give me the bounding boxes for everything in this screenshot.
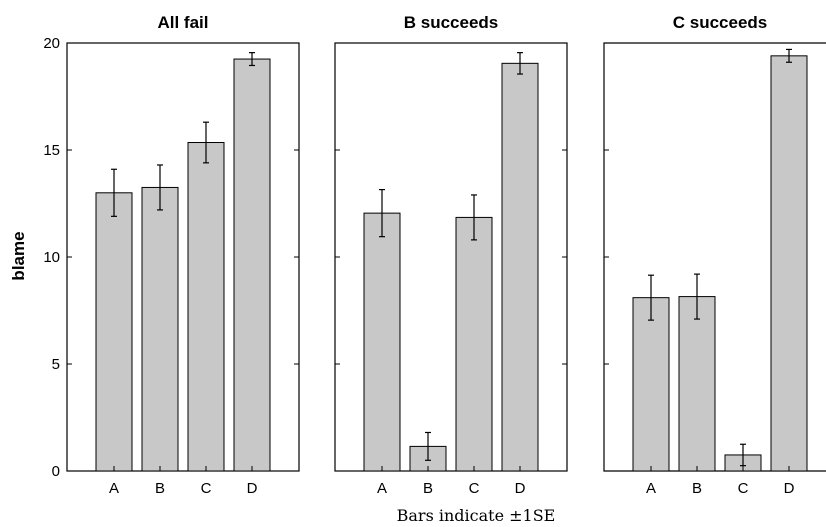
bar-C [455, 216, 493, 472]
bar-C [187, 142, 225, 472]
x-tick-label: D [784, 480, 795, 497]
bar-D [770, 55, 808, 472]
y-tick-label: 20 [43, 35, 60, 52]
x-tick-label: A [646, 480, 656, 497]
x-tick-label: A [109, 480, 119, 497]
panel-title: All fail [157, 13, 208, 32]
x-tick-label: D [515, 480, 526, 497]
panel-title: C succeeds [673, 13, 768, 32]
bar-D [501, 62, 539, 472]
x-tick-label: C [201, 480, 212, 497]
y-tick-label: 0 [52, 463, 60, 480]
bar-B [141, 186, 179, 472]
bar-B [678, 296, 716, 472]
bar-A [95, 192, 133, 472]
chart-panel-3: C succeeds A B C D [603, 13, 826, 497]
x-tick-label: D [247, 480, 258, 497]
x-tick-label: C [469, 480, 480, 497]
x-tick-label: C [738, 480, 749, 497]
y-tick-label: 5 [52, 356, 60, 373]
bar-A [632, 297, 670, 472]
x-tick-label: B [423, 480, 433, 497]
bar-A [363, 212, 401, 472]
caption-note: Bars indicate ±1SE [397, 506, 556, 525]
chart-panel-2: B succeeds A B C D [334, 13, 568, 497]
x-tick-label: B [692, 480, 702, 497]
y-tick-label: 10 [43, 249, 60, 266]
panel-title: B succeeds [404, 13, 499, 32]
bar-D [233, 58, 271, 472]
x-tick-label: A [377, 480, 387, 497]
y-axis-label: blame [9, 231, 28, 280]
y-tick-label: 15 [43, 142, 60, 159]
x-tick-label: B [155, 480, 165, 497]
chart-panel-1: All fail 0 5 10 15 20 A B C D [43, 13, 300, 497]
